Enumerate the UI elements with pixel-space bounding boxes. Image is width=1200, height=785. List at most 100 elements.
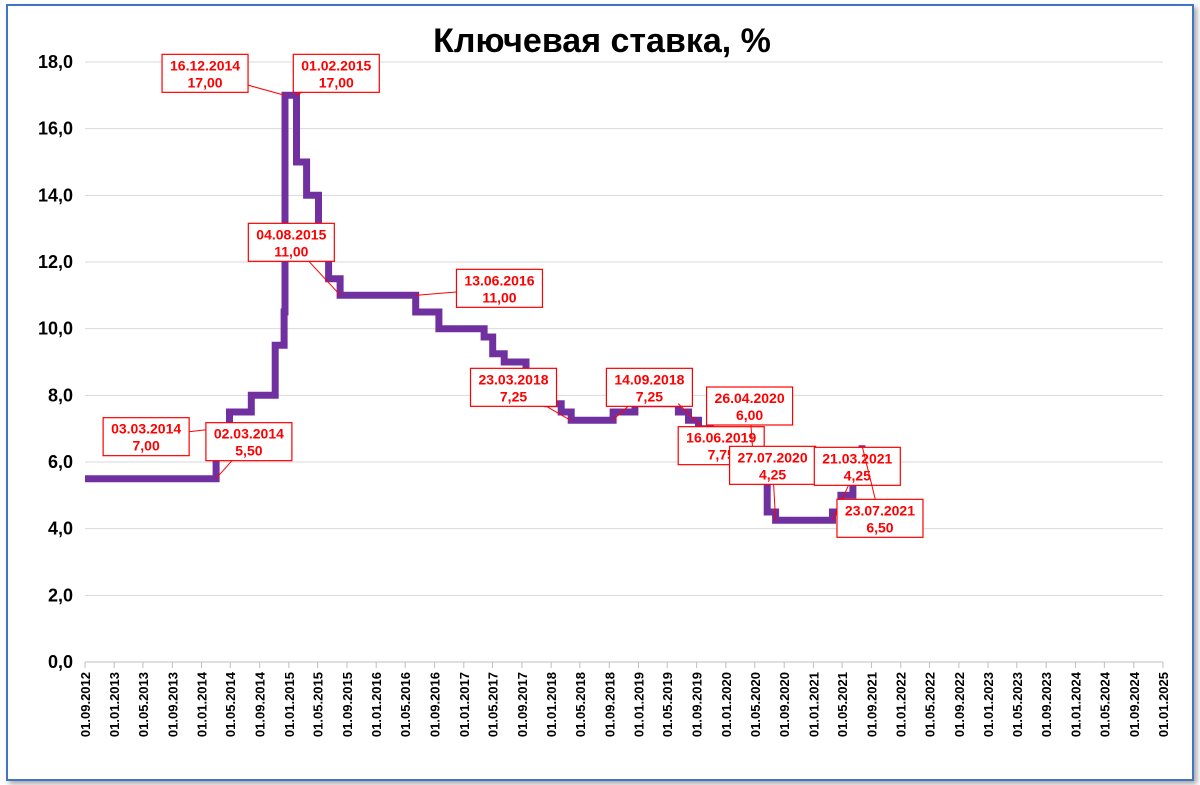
- x-tick-label: 01.09.2020: [777, 672, 792, 737]
- callout-date: 21.03.2021: [822, 450, 892, 466]
- callout-value: 7,00: [133, 438, 160, 454]
- x-tick-label: 01.01.2013: [107, 672, 122, 737]
- callout-box: [813, 446, 901, 486]
- chart-frame: Ключевая ставка, % 0,0 2,0 4,0 6,0 8,0 10,0 12…: [6, 4, 1194, 781]
- x-tick-label: 01.09.2014: [253, 671, 268, 737]
- callout-value: 6,00: [736, 407, 763, 423]
- callout-value: 6,50: [866, 519, 893, 535]
- y-tick-labels: 0,0 2,0 4,0 6,0 8,0 10,0 12,0 14,0 16,0 18,0: [38, 52, 73, 672]
- callout-date: 16.12.2014: [170, 57, 240, 73]
- x-tick-label: 01.05.2017: [486, 672, 501, 737]
- y-tick-label: 16,0: [38, 119, 73, 139]
- callout-box: [102, 417, 190, 457]
- callout-value: 4,25: [844, 467, 871, 483]
- x-tick-label: 01.01.2023: [981, 672, 996, 737]
- x-tick-label: 01.01.2016: [369, 672, 384, 737]
- callout-date: 27.07.2020: [738, 449, 808, 465]
- x-tick-label: 01.05.2018: [573, 672, 588, 737]
- y-tick-label: 4,0: [48, 519, 73, 539]
- callout-date: 04.08.2015: [256, 226, 326, 242]
- callout-box: [728, 445, 817, 485]
- callout-date: 01.02.2015: [301, 57, 371, 73]
- x-tick-label: 01.01.2014: [195, 671, 210, 737]
- callout-box: [705, 386, 794, 426]
- callout-date: 02.03.2014: [214, 426, 284, 442]
- axes: [84, 661, 1164, 668]
- x-tick-label: 01.01.2022: [894, 672, 909, 737]
- x-tick-label: 01.05.2024: [1097, 671, 1112, 737]
- x-tick-label: 01.09.2019: [690, 672, 705, 737]
- x-tick-label: 01.05.2016: [398, 672, 413, 737]
- y-tick-label: 8,0: [48, 385, 73, 405]
- x-tick-label: 01.01.2021: [806, 672, 821, 737]
- y-tick-label: 14,0: [38, 185, 73, 205]
- callout-date: 26.04.2020: [715, 390, 785, 406]
- x-tick-label: 01.09.2013: [165, 672, 180, 737]
- x-tick-label: 01.01.2020: [719, 672, 734, 737]
- x-tick-label: 01.05.2015: [311, 672, 326, 737]
- callout-value: 5,50: [235, 443, 262, 459]
- y-tick-label: 2,0: [48, 585, 73, 605]
- x-tick-label: 01.05.2021: [835, 672, 850, 737]
- y-tick-label: 18,0: [38, 52, 73, 72]
- x-tick-label: 01.09.2018: [602, 672, 617, 737]
- x-tick-label: 01.09.2024: [1127, 671, 1142, 737]
- callout-date: 14.09.2018: [614, 371, 684, 387]
- callout-value: 11,00: [482, 289, 516, 305]
- x-tick-label: 01.09.2012: [78, 672, 93, 737]
- callout-value: 17,00: [188, 74, 223, 90]
- callout-date: 23.03.2018: [478, 371, 548, 387]
- callout-date: 23.07.2021: [845, 502, 915, 518]
- y-tick-label: 12,0: [38, 252, 73, 272]
- callout-box: [247, 222, 335, 262]
- x-tick-label: 01.09.2015: [340, 672, 355, 737]
- x-tick-label: 01.05.2013: [136, 672, 151, 737]
- x-tick-label: 01.01.2019: [631, 672, 646, 737]
- callout-value: 11,00: [274, 243, 308, 259]
- callout-box: [205, 422, 293, 462]
- x-tick-label: 01.01.2025: [1156, 672, 1171, 737]
- callout-value: 7,25: [636, 388, 663, 404]
- callout-date: 16.06.2019: [686, 430, 756, 446]
- x-tick-label: 01.09.2017: [515, 672, 530, 737]
- x-tick-labels: 01.09.2012 01.01.2013 01.05.2013 01.09.2013…: [78, 671, 1171, 737]
- callout-box: [292, 53, 380, 93]
- callout-value: 4,25: [759, 466, 786, 482]
- x-tick-label: 01.09.2022: [952, 672, 967, 737]
- x-tick-label: 01.09.2021: [865, 672, 880, 737]
- x-tick-label: 01.05.2023: [1010, 672, 1025, 737]
- gridlines: [85, 61, 1163, 596]
- callout-value: 17,00: [319, 74, 354, 90]
- key-rate-chart: Ключевая ставка, % 0,0 2,0 4,0 6,0 8,0 10,0 12…: [38, 22, 1171, 737]
- x-tick-label: 01.01.2024: [1068, 671, 1083, 737]
- annotations: 16.12.201417,0001.02.201517,0003.03.2014…: [102, 53, 924, 538]
- x-tick-label: 01.01.2018: [544, 672, 559, 737]
- callout-box: [605, 367, 693, 407]
- x-tick-label: 01.09.2023: [1039, 672, 1054, 737]
- callout-box: [455, 268, 544, 308]
- callout-box: [161, 53, 249, 93]
- callout-box: [469, 367, 558, 407]
- x-tick-label: 01.01.2017: [457, 672, 472, 737]
- callout-value: 7,25: [500, 388, 527, 404]
- chart-title: Ключевая ставка, %: [433, 22, 771, 60]
- x-tick-label: 01.05.2022: [922, 672, 937, 737]
- x-tick-label: 01.05.2014: [223, 671, 238, 737]
- y-tick-label: 0,0: [48, 652, 73, 672]
- callout-date: 03.03.2014: [111, 421, 181, 437]
- callout-value: 7,75: [708, 447, 735, 463]
- x-tick-label: 01.05.2020: [748, 672, 763, 737]
- y-tick-label: 10,0: [38, 319, 73, 339]
